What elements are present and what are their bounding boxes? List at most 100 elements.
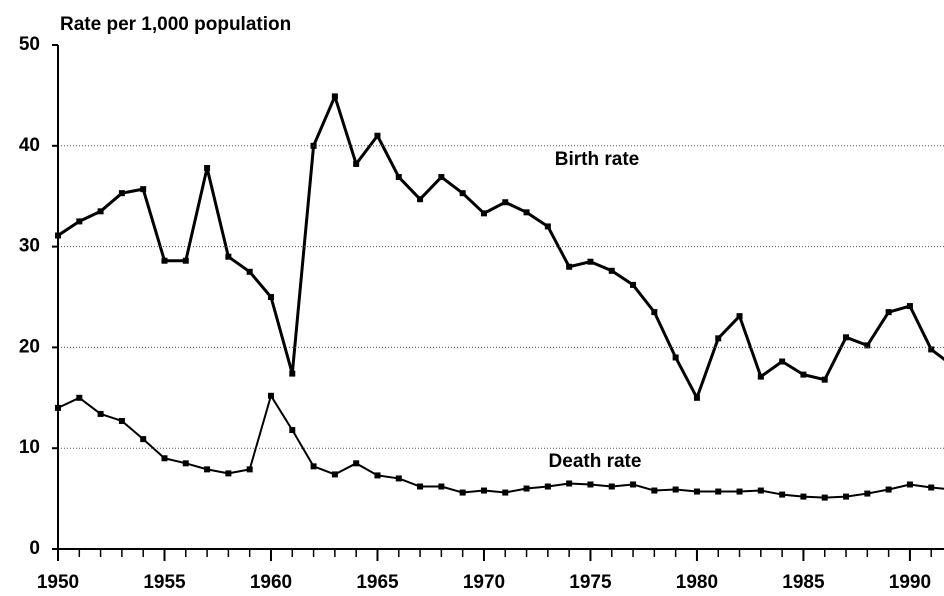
data-point — [395, 475, 402, 482]
data-point — [906, 303, 913, 310]
data-point — [480, 210, 487, 217]
data-point — [246, 466, 253, 473]
data-point — [757, 487, 764, 494]
data-point — [757, 373, 764, 380]
data-point — [800, 371, 807, 378]
data-point — [864, 490, 871, 497]
data-point — [353, 160, 360, 167]
data-point — [821, 376, 828, 383]
data-point — [587, 258, 594, 265]
data-point — [246, 268, 253, 275]
data-point — [928, 484, 935, 491]
plot-area — [55, 93, 944, 501]
data-point — [459, 190, 466, 197]
series-label: Death rate — [549, 451, 642, 472]
data-point — [353, 460, 360, 467]
data-point — [544, 483, 551, 490]
data-point — [843, 334, 850, 341]
y-tick-label: 50 — [19, 34, 40, 55]
data-point — [821, 494, 828, 501]
series-line — [57, 394, 944, 499]
data-point — [928, 346, 935, 353]
data-point — [97, 410, 104, 417]
data-point — [438, 483, 445, 490]
x-tick-label: 1965 — [356, 572, 399, 593]
series-line — [57, 94, 944, 400]
data-point — [267, 392, 274, 399]
data-point — [800, 493, 807, 500]
data-point — [693, 488, 700, 495]
data-point — [395, 174, 402, 181]
data-point — [885, 309, 892, 316]
data-point — [502, 489, 509, 496]
data-point — [140, 186, 147, 193]
series-label: Birth rate — [555, 149, 639, 170]
data-point — [267, 294, 274, 300]
data-point — [587, 481, 594, 488]
data-point — [97, 208, 104, 215]
data-point — [523, 209, 530, 216]
data-point — [566, 263, 573, 270]
data-point — [608, 267, 615, 274]
x-tick-label: 1975 — [569, 572, 612, 593]
x-tick-label: 1955 — [143, 572, 186, 593]
x-tick-label: 1950 — [37, 572, 79, 593]
data-point — [310, 463, 317, 470]
y-tick-label: 20 — [19, 336, 40, 357]
data-point — [566, 480, 573, 487]
data-point — [459, 489, 466, 496]
data-point — [715, 335, 722, 342]
y-tick-label: 10 — [19, 437, 40, 458]
x-tick-label: 1985 — [782, 572, 825, 593]
chart-title: Rate per 1,000 population — [60, 14, 291, 35]
data-point — [182, 460, 189, 467]
data-point — [118, 190, 125, 197]
data-point — [693, 394, 700, 401]
data-point — [161, 455, 168, 462]
data-point — [502, 199, 509, 206]
data-point — [906, 481, 913, 488]
data-point — [118, 417, 125, 424]
data-point — [438, 174, 445, 181]
data-point — [885, 486, 892, 493]
data-point — [779, 491, 786, 498]
data-point — [374, 472, 381, 479]
y-tick-label: 30 — [19, 236, 40, 257]
data-point — [161, 257, 168, 264]
data-point — [736, 488, 743, 495]
data-point — [715, 488, 722, 495]
data-point — [544, 223, 551, 230]
data-point — [672, 354, 679, 361]
data-point — [182, 257, 189, 264]
data-point — [417, 196, 424, 203]
y-tick-label: 40 — [19, 135, 40, 156]
x-tick-label: 1970 — [463, 572, 505, 593]
data-point — [140, 436, 147, 443]
data-point — [480, 487, 487, 494]
data-point — [374, 132, 381, 139]
x-tick-label: 1980 — [676, 572, 718, 593]
data-point — [736, 313, 743, 320]
data-point — [672, 486, 679, 493]
data-point — [864, 342, 871, 349]
data-point — [331, 93, 338, 100]
y-tick-label: 0 — [29, 538, 40, 559]
x-tick-label: 1990 — [889, 572, 931, 593]
data-point — [204, 164, 211, 171]
data-point — [779, 358, 786, 365]
x-tick-label: 1960 — [250, 572, 292, 593]
data-point — [417, 483, 424, 490]
data-point — [651, 309, 658, 316]
data-point — [76, 218, 83, 225]
data-point — [225, 253, 232, 260]
data-point — [608, 483, 615, 490]
data-point — [289, 427, 296, 434]
data-point — [76, 394, 83, 401]
data-point — [225, 470, 232, 477]
data-point — [843, 493, 850, 500]
data-point — [523, 485, 530, 492]
data-point — [331, 471, 338, 478]
data-point — [204, 466, 211, 473]
data-point — [651, 487, 658, 494]
